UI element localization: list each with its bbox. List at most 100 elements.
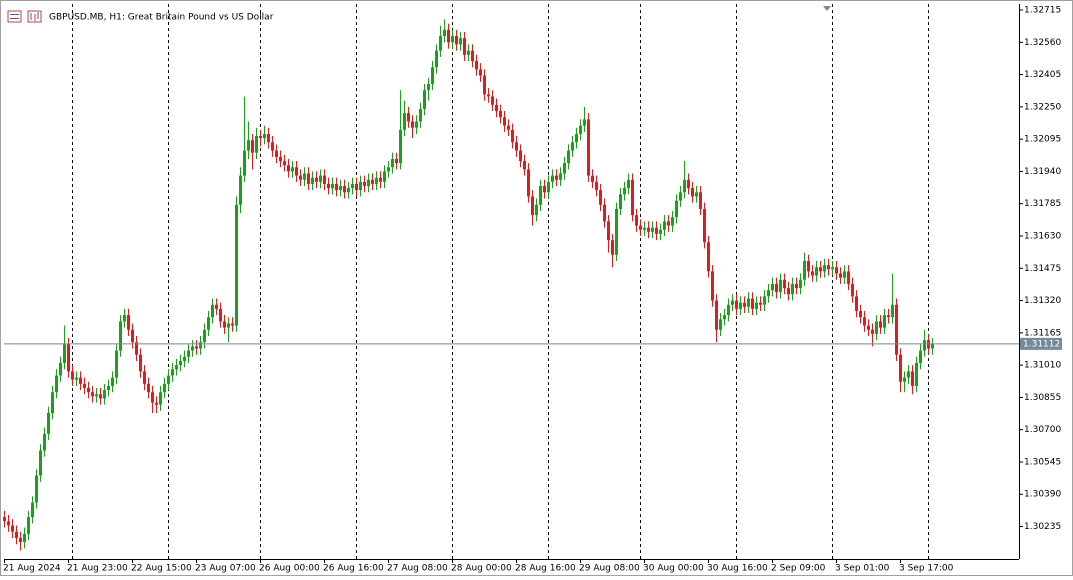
- candle-body: [695, 192, 698, 197]
- candle-body: [27, 517, 30, 534]
- candle-body: [11, 525, 14, 532]
- candle-body: [827, 265, 830, 270]
- candle-body: [859, 310, 862, 318]
- y-tick-label: 1.31475: [1024, 264, 1061, 274]
- x-tick-label: 30 Aug 16:00: [707, 564, 768, 574]
- candle-body: [395, 158, 398, 164]
- candle-body: [475, 61, 478, 70]
- icon: [7, 10, 22, 23]
- candle-body: [271, 142, 274, 151]
- candle-body: [55, 375, 58, 393]
- candle-body: [147, 383, 150, 393]
- candle-body: [775, 283, 778, 293]
- candle-body: [567, 150, 570, 164]
- candle-body: [123, 315, 126, 322]
- candle-body: [139, 354, 142, 372]
- candle-body: [219, 308, 222, 322]
- candle-body: [435, 50, 438, 68]
- candle-body: [199, 342, 202, 349]
- candle-body: [747, 298, 750, 307]
- candle-body: [587, 119, 590, 176]
- x-tick-label: 23 Aug 07:00: [195, 564, 256, 574]
- candle-body: [407, 113, 410, 122]
- y-tick-label: 1.30235: [1024, 522, 1061, 532]
- candle-body: [59, 363, 62, 376]
- candle-body: [455, 36, 458, 45]
- candle-body: [115, 350, 118, 378]
- candle-body: [427, 83, 430, 91]
- candle-body: [47, 413, 50, 434]
- candle-body: [287, 165, 290, 172]
- y-tick-label: 1.32715: [1024, 6, 1061, 16]
- candle-body: [511, 129, 514, 143]
- candle-body: [163, 383, 166, 393]
- candle-body: [583, 119, 586, 126]
- candle-body: [515, 142, 518, 151]
- candle-body: [791, 283, 794, 295]
- candle-body: [351, 183, 354, 189]
- candle-body: [523, 161, 526, 170]
- candle-body: [759, 302, 762, 305]
- x-tick-label: 3 Sep 01:00: [835, 564, 890, 574]
- candle-body: [531, 196, 534, 216]
- candle-body: [535, 204, 538, 216]
- candle-body: [739, 302, 742, 309]
- candle-body: [83, 383, 86, 389]
- period-separators: [72, 4, 929, 559]
- candle-body: [263, 133, 266, 139]
- candle-body: [491, 96, 494, 105]
- candle-body: [687, 179, 690, 189]
- candle-body: [187, 350, 190, 357]
- candle-body: [255, 136, 258, 153]
- candle-body: [727, 304, 730, 316]
- candle-body: [71, 371, 74, 380]
- candle-body: [591, 175, 594, 182]
- candle-body: [423, 90, 426, 109]
- candle-body: [227, 323, 230, 328]
- candle-body: [503, 117, 506, 126]
- candle-body: [183, 356, 186, 361]
- candle-body: [659, 229, 662, 234]
- candle-body: [715, 300, 718, 330]
- candle-body: [79, 377, 82, 384]
- candle-body: [311, 177, 314, 184]
- candle-body: [823, 265, 826, 272]
- candle-body: [91, 392, 94, 397]
- candles: [3, 19, 934, 551]
- candle-body: [419, 108, 422, 122]
- candle-body: [347, 188, 350, 193]
- candle-body: [607, 221, 610, 241]
- y-tick-label: 1.32095: [1024, 135, 1061, 145]
- candle-body: [755, 302, 758, 309]
- candle-body: [215, 304, 218, 309]
- candle-body: [383, 171, 386, 182]
- candle-body: [923, 340, 926, 351]
- candle-body: [231, 323, 234, 326]
- candle-body: [483, 75, 486, 95]
- candle-body: [391, 158, 394, 168]
- candle-body: [743, 302, 746, 307]
- candle-body: [627, 179, 630, 189]
- chart-icons: [7, 10, 42, 23]
- candle-body: [815, 267, 818, 276]
- candle-body: [495, 104, 498, 112]
- candle-body: [643, 227, 646, 230]
- candle-body: [631, 179, 634, 216]
- candle-body: [339, 186, 342, 191]
- candle-body: [3, 517, 6, 522]
- candle-body: [867, 325, 870, 330]
- candle-body: [379, 177, 382, 182]
- candle-body: [375, 177, 378, 184]
- x-tick-label: 30 Aug 00:00: [643, 564, 704, 574]
- candle-body: [267, 133, 270, 143]
- candle-body: [203, 329, 206, 343]
- candle-body: [303, 173, 306, 180]
- candle-body: [647, 227, 650, 232]
- candle-body: [851, 283, 854, 297]
- candle-body: [895, 304, 898, 355]
- candle-body: [451, 36, 454, 43]
- candle-body: [143, 371, 146, 384]
- candle-body: [179, 360, 182, 366]
- x-tick-label: 22 Aug 15:00: [131, 564, 192, 574]
- candle-body: [23, 533, 26, 543]
